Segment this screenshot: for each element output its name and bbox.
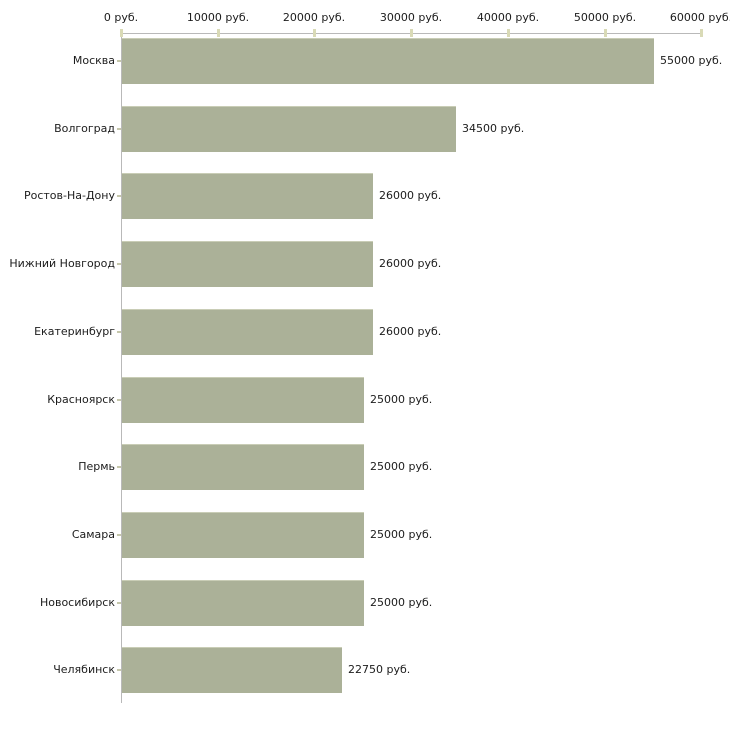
value-label: 25000 руб. <box>370 393 433 406</box>
x-axis-tick <box>120 29 123 37</box>
category-label: Самара <box>71 528 115 541</box>
x-axis-tick <box>604 29 607 37</box>
value-label: 22750 руб. <box>348 663 411 676</box>
bar <box>122 444 364 490</box>
bar <box>122 241 373 287</box>
x-axis-tick-label: 20000 руб. <box>282 11 346 24</box>
value-label: 25000 руб. <box>370 460 433 473</box>
bar <box>122 173 373 219</box>
value-label: 55000 руб. <box>660 54 723 67</box>
category-label: Пермь <box>78 460 115 473</box>
x-axis-tick-label: 50000 руб. <box>573 11 637 24</box>
value-label: 26000 руб. <box>379 189 442 202</box>
category-label: Челябинск <box>53 663 115 676</box>
category-label: Красноярск <box>47 393 115 406</box>
bar <box>122 647 342 693</box>
x-axis-tick <box>313 29 316 37</box>
x-axis-tick-label: 10000 руб. <box>186 11 250 24</box>
x-axis-tick <box>410 29 413 37</box>
x-axis-tick <box>217 29 220 37</box>
x-axis-tick <box>700 29 703 37</box>
value-label: 25000 руб. <box>370 596 433 609</box>
y-axis-tick <box>117 399 121 401</box>
value-label: 26000 руб. <box>379 257 442 270</box>
x-axis-tick <box>507 29 510 37</box>
x-axis-tick-label: 0 руб. <box>103 11 139 24</box>
category-label: Екатеринбург <box>34 325 115 338</box>
category-label: Ростов-На-Дону <box>23 189 115 202</box>
category-label: Новосибирск <box>39 596 115 609</box>
bar <box>122 377 364 423</box>
x-axis-tick-label: 60000 руб. <box>669 11 730 24</box>
y-axis-tick <box>117 60 121 62</box>
bar <box>122 580 364 626</box>
y-axis-tick <box>117 466 121 468</box>
category-label: Волгоград <box>54 122 115 135</box>
bar <box>122 309 373 355</box>
y-axis-tick <box>117 602 121 604</box>
x-axis-tick-label: 40000 руб. <box>476 11 540 24</box>
y-axis-line <box>121 33 122 703</box>
y-axis-tick <box>117 669 121 671</box>
category-label: Нижний Новгород <box>9 257 115 270</box>
y-axis-tick <box>117 128 121 130</box>
category-label: Москва <box>72 54 115 67</box>
value-label: 26000 руб. <box>379 325 442 338</box>
value-label: 25000 руб. <box>370 528 433 541</box>
bar <box>122 512 364 558</box>
bar <box>122 106 456 152</box>
y-axis-tick <box>117 263 121 265</box>
bar <box>122 38 654 84</box>
y-axis-tick <box>117 534 121 536</box>
x-axis-tick-label: 30000 руб. <box>379 11 443 24</box>
y-axis-tick <box>117 331 121 333</box>
value-label: 34500 руб. <box>462 122 525 135</box>
y-axis-tick <box>117 195 121 197</box>
